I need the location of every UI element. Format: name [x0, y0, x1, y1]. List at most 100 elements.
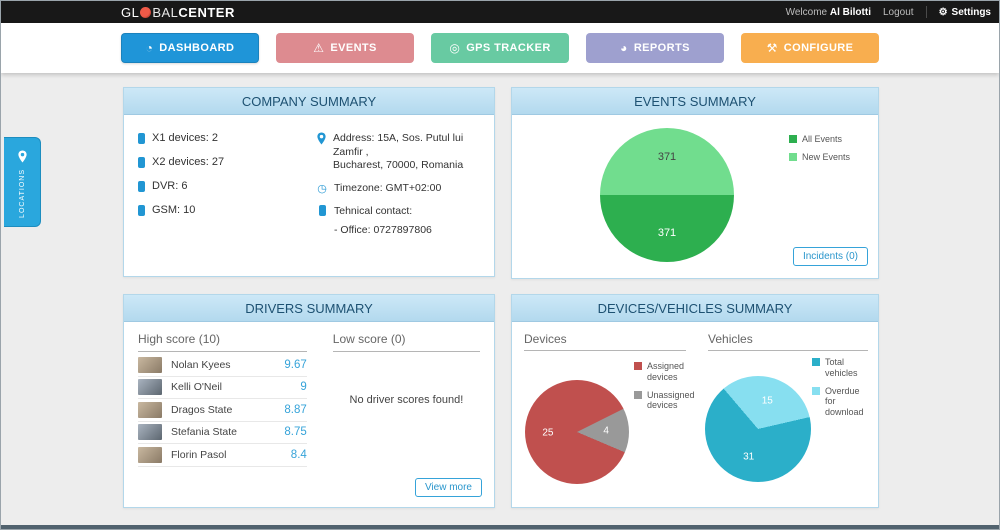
company-summary-title: COMPANY SUMMARY [124, 88, 494, 115]
vehicles-legend: Total vehicles Overdue for download [812, 357, 872, 425]
pie-slice-label: 15 [761, 395, 773, 407]
legend-item: Unassigned devices [634, 390, 698, 412]
avatar [138, 401, 162, 418]
table-row: Kelli O'Neil 9 [138, 377, 307, 399]
gauge-icon: ◔ [145, 41, 154, 55]
driver-score: 8.4 [290, 448, 307, 461]
pie-slice-label: 25 [542, 427, 554, 439]
list-item: GSM: 10 [138, 204, 316, 216]
driver-name: Dragos State [171, 403, 233, 416]
contact-office-number: - Office: 0727897806 [334, 223, 432, 236]
nav-events-label: EVENTS [330, 42, 377, 54]
locations-side-tab[interactable]: LOCATIONS [4, 137, 41, 227]
pie-slice-label: 371 [657, 151, 677, 164]
devices-vehicles-summary-panel: DEVICES/VEHICLES SUMMARY Devices Vehicle… [511, 294, 879, 508]
address-text: Address: 15A, Sos. Putul lui Zamfir , Bu… [333, 132, 482, 173]
page-bottom-edge [1, 525, 999, 529]
vehicles-subheader: Vehicles [708, 332, 868, 351]
logo-text-left: GL [121, 4, 140, 20]
driver-name: Stefania State [171, 426, 237, 439]
avatar [138, 446, 162, 463]
welcome-prefix: Welcome [785, 6, 828, 18]
device-icon [138, 156, 145, 168]
pie-slice-label: 371 [657, 226, 677, 239]
timezone-text: Timezone: GMT+02:00 [334, 181, 442, 194]
top-bar: GL BAL CENTER Welcome Al Bilotti Logout … [1, 1, 999, 23]
vehicles-pie-chart: 31 15 [705, 376, 811, 482]
avatar [138, 356, 162, 373]
driver-score: 8.75 [284, 426, 307, 439]
high-score-column: High score (10) Nolan Kyees 9.67 Kelli O… [138, 332, 307, 467]
device-count-label: X2 devices: 27 [152, 156, 225, 168]
nav-configure-button[interactable]: ⚒ CONFIGURE [741, 33, 879, 63]
legend-item: Overdue for download [812, 386, 872, 418]
low-score-header: Low score (0) [332, 332, 480, 352]
legend-label: All Events [802, 134, 843, 144]
pie-slice-label: 31 [743, 451, 755, 463]
legend-label: New Events [802, 151, 851, 162]
nav-events-button[interactable]: ⚠ EVENTS [276, 33, 414, 63]
topbar-divider [925, 6, 927, 18]
device-count-label: X1 devices: 2 [152, 132, 219, 144]
driver-score: 9 [300, 381, 307, 394]
all-events-swatch [789, 135, 797, 143]
legend-item: Total vehicles [812, 357, 872, 379]
assigned-devices-swatch [634, 362, 642, 370]
list-item: DVR: 6 [138, 180, 316, 192]
overdue-download-swatch [812, 386, 820, 395]
table-row: Stefania State 8.75 [138, 422, 307, 444]
settings-link[interactable]: ⚙ Settings [939, 7, 991, 18]
driver-name: Florin Pasol [171, 448, 227, 461]
main-nav: ◔ DASHBOARD ⚠ EVENTS ◎ GPS TRACKER ◕ REP… [1, 23, 999, 73]
nav-reports-button[interactable]: ◕ REPORTS [586, 33, 724, 63]
company-summary-panel: COMPANY SUMMARY X1 devices: 2 X2 devices… [123, 87, 495, 277]
events-pie-chart: 371 371 [600, 128, 734, 262]
high-score-header: High score (10) [138, 332, 307, 352]
address-line2: Bucharest, 70000, Romania [333, 159, 464, 172]
list-item: X1 devices: 2 [138, 132, 316, 144]
drivers-summary-title: DRIVERS SUMMARY [124, 295, 494, 322]
gear-icon: ⚙ [938, 6, 948, 18]
wrench-icon: ⚒ [766, 41, 778, 55]
device-icon [138, 204, 145, 216]
events-legend: All Events New Events [789, 134, 859, 170]
topbar-right: Welcome Al Bilotti Logout ⚙ Settings [786, 1, 991, 23]
table-row: Florin Pasol 8.4 [138, 444, 307, 467]
legend-item: Assigned devices [634, 361, 698, 383]
legend-item: New Events [789, 152, 859, 163]
nav-dashboard-label: DASHBOARD [159, 42, 235, 54]
unassigned-devices-swatch [634, 390, 642, 399]
device-icon [138, 180, 145, 192]
driver-name: Nolan Kyees [171, 358, 231, 371]
no-scores-message: No driver scores found! [349, 394, 464, 406]
devices-subheader: Devices [524, 332, 686, 351]
new-events-swatch [789, 152, 797, 161]
company-info-list: Address: 15A, Sos. Putul lui Zamfir , Bu… [316, 132, 482, 245]
nav-gps-tracker-button[interactable]: ◎ GPS TRACKER [431, 33, 569, 63]
legend-label: Unassigned devices [647, 389, 695, 411]
target-icon: ◎ [449, 41, 461, 55]
incidents-button[interactable]: Incidents (0) [792, 247, 868, 266]
device-icon [138, 132, 145, 144]
low-score-column: Low score (0) No driver scores found! [332, 332, 480, 467]
warning-icon: ⚠ [313, 41, 325, 55]
list-item: X2 devices: 27 [138, 156, 316, 168]
logo-text-right: CENTER [178, 4, 235, 20]
nav-configure-label: CONFIGURE [783, 42, 854, 54]
nav-gps-tracker-label: GPS TRACKER [466, 42, 551, 54]
legend-label: Overdue for download [825, 385, 864, 418]
nav-dashboard-button[interactable]: ◔ DASHBOARD [121, 33, 259, 63]
location-pin-icon [17, 150, 27, 163]
driver-score: 8.87 [284, 403, 307, 416]
company-contact: Tehnical contact: [316, 205, 482, 220]
legend-label: Assigned devices [647, 361, 685, 382]
view-more-button[interactable]: View more [414, 478, 482, 497]
pie-slice-label: 4 [603, 425, 609, 437]
avatar [138, 379, 162, 396]
mobile-phone-icon [316, 205, 328, 220]
logout-link[interactable]: Logout [882, 6, 914, 18]
nav-reports-label: REPORTS [633, 42, 690, 54]
settings-label: Settings [951, 6, 991, 18]
app-logo: GL BAL CENTER [121, 1, 235, 23]
